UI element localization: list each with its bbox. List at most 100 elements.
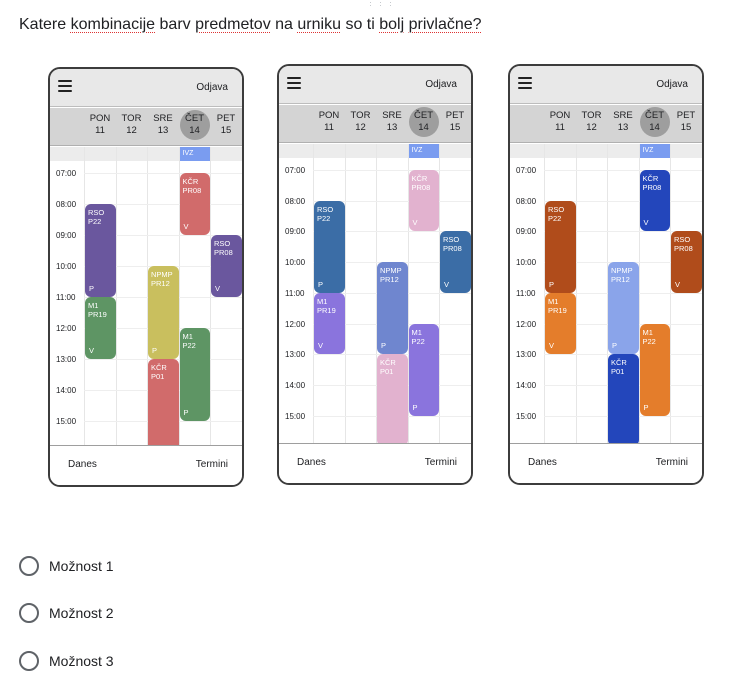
time-label: 12:00 [516, 319, 537, 329]
day-header: PON 11 TOR 12 SRE 13 ČET 14 PET 15 [279, 105, 471, 143]
today-link[interactable]: Danes [297, 457, 326, 468]
day-date: 13 [157, 125, 169, 136]
event-title: RSO PR08 [443, 235, 462, 254]
time-label: 10:00 [285, 258, 306, 268]
event-title: M1 PR19 [88, 301, 107, 319]
today-link[interactable]: Danes [68, 459, 97, 470]
radio-button[interactable] [19, 603, 39, 623]
event-title: KČR PR08 [411, 174, 431, 192]
terms-link[interactable]: Termini [655, 457, 688, 468]
event-title: KČR PR08 [642, 174, 662, 192]
event-block[interactable]: KČR P01 [377, 354, 408, 443]
day-date: 11 [95, 125, 105, 136]
event-type: V [183, 222, 189, 231]
day-tor[interactable]: TOR 12 [578, 110, 606, 134]
event-block[interactable]: KČR PR08 V [639, 170, 670, 232]
event-title: RSO P22 [548, 204, 565, 223]
hamburger-menu-icon[interactable] [518, 77, 532, 89]
question-word: bolj [379, 16, 405, 33]
day-pon[interactable]: PON 11 [546, 110, 574, 134]
time-label: 14:00 [516, 380, 537, 390]
logout-link[interactable]: Odjava [656, 79, 688, 90]
day-date: 13 [617, 122, 629, 133]
event-block[interactable]: RSO PR08 V [211, 235, 242, 297]
event-block[interactable]: M1 P22 P [639, 323, 670, 416]
event-type: P [318, 279, 324, 289]
event-title: RSO PR08 [214, 239, 233, 257]
event-title: RSO P22 [317, 204, 334, 223]
event-title: M1 PR19 [317, 296, 336, 315]
event-block[interactable]: RSO P22 P [545, 200, 576, 293]
day-name: SRE [153, 113, 173, 124]
event-block[interactable]: KČR P01 [608, 354, 639, 443]
time-label: 12:00 [56, 324, 77, 333]
event-ivz[interactable]: IVZ [639, 144, 670, 158]
event-title: RSO PR08 [674, 235, 693, 254]
day-sre[interactable]: SRE 13 [149, 113, 177, 137]
event-block[interactable]: M1 PR19 V [545, 292, 576, 355]
terms-link[interactable]: Termini [424, 457, 457, 468]
day-name: ČET [414, 110, 433, 121]
event-block[interactable]: RSO PR08 V [671, 231, 702, 293]
day-pet[interactable]: PET 15 [441, 110, 469, 134]
event-type: P [412, 402, 418, 412]
event-block[interactable]: NPMP PR12 P [148, 266, 179, 359]
event-block[interactable]: NPMP PR12 P [377, 262, 408, 355]
event-title: NPMP PR12 [611, 266, 633, 285]
event-block[interactable]: RSO P22 P [314, 200, 345, 293]
day-pet[interactable]: PET 15 [672, 110, 700, 134]
time-label: 10:00 [516, 258, 537, 268]
option-label: Možnost 1 [49, 558, 114, 574]
event-block[interactable]: KČR P01 [148, 359, 179, 445]
day-pon[interactable]: PON 11 [86, 113, 114, 137]
event-title: NPMP PR12 [380, 266, 402, 285]
day-tor[interactable]: TOR 12 [347, 110, 375, 134]
event-block[interactable]: M1 PR19 V [85, 297, 116, 359]
day-čet[interactable]: ČET 14 [408, 107, 439, 137]
today-link[interactable]: Danes [528, 457, 557, 468]
day-sre[interactable]: SRE 13 [609, 110, 637, 134]
hamburger-menu-icon[interactable] [287, 77, 301, 89]
event-block[interactable]: RSO PR08 V [440, 231, 471, 293]
event-block[interactable]: RSO P22 P [85, 204, 116, 297]
day-čet[interactable]: ČET 14 [179, 110, 210, 140]
event-type: V [675, 279, 681, 289]
time-label: 11:00 [516, 288, 536, 298]
day-tor[interactable]: TOR 12 [118, 113, 146, 137]
event-block[interactable]: M1 P22 P [408, 323, 439, 416]
event-block[interactable]: NPMP PR12 P [608, 262, 639, 355]
app-header: Odjava [510, 66, 702, 104]
timetable-grid: 07:00 08:00 09:00 10:00 11:00 12:00 13:00 14:00… [279, 144, 471, 443]
event-ivz[interactable]: IVZ [179, 147, 210, 161]
event-title: IVZ [411, 147, 423, 154]
time-label: 15:00 [285, 411, 306, 421]
question-word: ti [366, 16, 375, 33]
event-title: NPMP PR12 [151, 270, 173, 288]
day-date: 15 [449, 122, 461, 133]
logout-link[interactable]: Odjava [425, 79, 457, 90]
day-pet[interactable]: PET 15 [212, 113, 240, 137]
event-block[interactable]: KČR PR08 V [408, 170, 439, 232]
day-date: 11 [555, 122, 565, 133]
time-label: 13:00 [516, 350, 537, 360]
question-word: urniku [297, 16, 341, 33]
event-block[interactable]: KČR PR08 V [179, 173, 210, 235]
event-block[interactable]: M1 P22 P [179, 328, 210, 421]
day-pon[interactable]: PON 11 [315, 110, 343, 134]
day-date: 15 [680, 122, 692, 133]
terms-link[interactable]: Termini [195, 459, 228, 470]
event-type: V [412, 218, 418, 228]
event-type: V [89, 346, 95, 355]
logout-link[interactable]: Odjava [196, 82, 228, 93]
day-čet[interactable]: ČET 14 [639, 107, 670, 137]
time-label: 15:00 [516, 411, 537, 421]
time-label: 11:00 [285, 288, 305, 298]
radio-button[interactable] [19, 651, 39, 671]
hamburger-menu-icon[interactable] [58, 80, 72, 92]
event-block[interactable]: M1 PR19 V [314, 292, 345, 355]
day-sre[interactable]: SRE 13 [378, 110, 406, 134]
event-ivz[interactable]: IVZ [408, 144, 439, 158]
event-type: P [183, 408, 189, 417]
radio-button[interactable] [19, 556, 39, 576]
drag-handle-icon[interactable]: ⋮⋮⋮ [366, 0, 396, 7]
